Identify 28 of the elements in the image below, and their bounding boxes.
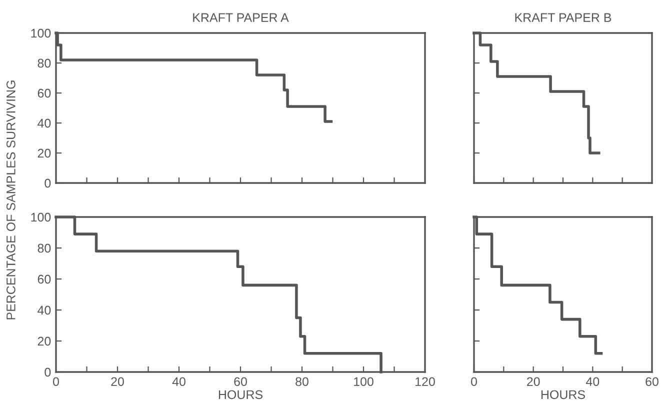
x-tick-label: 0 <box>53 377 59 386</box>
chart-title: KRAFT PAPER A <box>193 13 289 22</box>
y-tick-label: 80 <box>38 244 51 253</box>
y-tick-label: 60 <box>38 88 51 98</box>
y-tick-label: 100 <box>31 28 51 38</box>
y-tick-label: 40 <box>38 306 51 315</box>
x-tick-label: 120 <box>416 377 435 386</box>
x-tick-label: 20 <box>111 377 124 386</box>
y-tick-label: 60 <box>38 274 51 284</box>
x-tick-label: 40 <box>586 377 600 386</box>
y-tick-label: 20 <box>38 148 51 158</box>
x-tick-label: 60 <box>234 377 247 386</box>
x-tick-label: 20 <box>527 377 540 386</box>
x-tick-label: 40 <box>172 377 186 386</box>
y-tick-label: 80 <box>38 58 51 68</box>
x-axis-title: HOURS <box>541 390 585 400</box>
y-tick-label: 0 <box>44 178 51 188</box>
y-axis-title: PERCENTAGE OF SAMPLES SURVIVING <box>6 80 16 320</box>
x-tick-label: 80 <box>296 377 308 386</box>
y-tick-label: 40 <box>38 118 51 128</box>
x-axis-title: HOURS <box>218 390 262 400</box>
x-tick-label: 60 <box>646 377 658 386</box>
y-tick-label: 0 <box>44 368 51 377</box>
x-tick-label: 0 <box>471 377 477 386</box>
chart-title: KRAFT PAPER B <box>515 13 612 22</box>
y-tick-label: 100 <box>31 212 51 222</box>
y-tick-label: 20 <box>38 336 51 346</box>
x-tick-label: 100 <box>354 377 374 386</box>
